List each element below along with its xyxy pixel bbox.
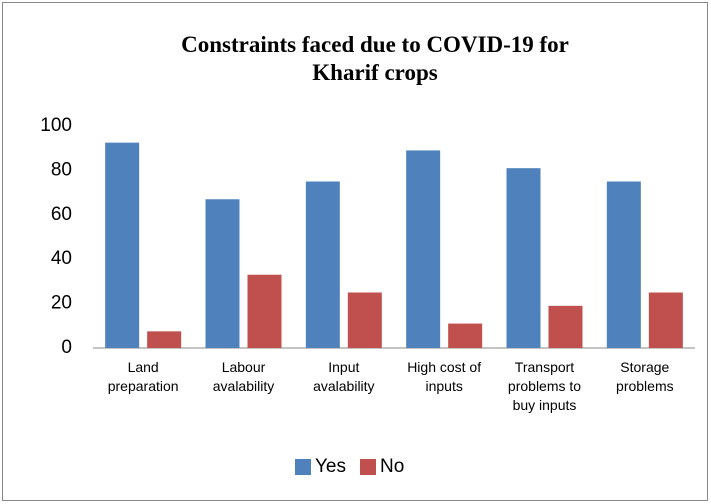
legend-label: Yes (315, 456, 346, 477)
bar (205, 199, 240, 348)
x-tick-label: Storage problems (616, 359, 674, 394)
y-tick-label: 80 (51, 159, 72, 180)
bar (247, 274, 282, 348)
legend-swatch (360, 459, 376, 475)
bar (105, 142, 140, 348)
bar (548, 305, 583, 348)
x-tick-label: High cost of inputs (407, 359, 482, 394)
y-tick-label: 0 (61, 337, 72, 358)
x-tick-label: Transport problems to buy inputs (507, 359, 582, 413)
y-tick-label: 20 (51, 293, 72, 314)
bar (506, 168, 541, 348)
legend-swatch (295, 459, 311, 475)
x-tick-label: Land preparation (107, 359, 179, 394)
legend-label: No (380, 456, 404, 477)
x-tick-label: Labour avalability (212, 359, 275, 394)
y-tick-label: 40 (51, 248, 72, 269)
y-tick-label: 100 (40, 115, 72, 136)
x-tick-label: Input avalability (313, 359, 375, 394)
bar (305, 181, 340, 348)
bar (606, 181, 641, 348)
chart-title: Constraints faced due to COVID-19 for Kha… (181, 32, 569, 85)
bar (406, 150, 441, 348)
bar (347, 292, 382, 348)
y-tick-label: 60 (51, 204, 72, 225)
bar (147, 331, 182, 348)
bar (448, 323, 483, 348)
bar (648, 292, 683, 348)
